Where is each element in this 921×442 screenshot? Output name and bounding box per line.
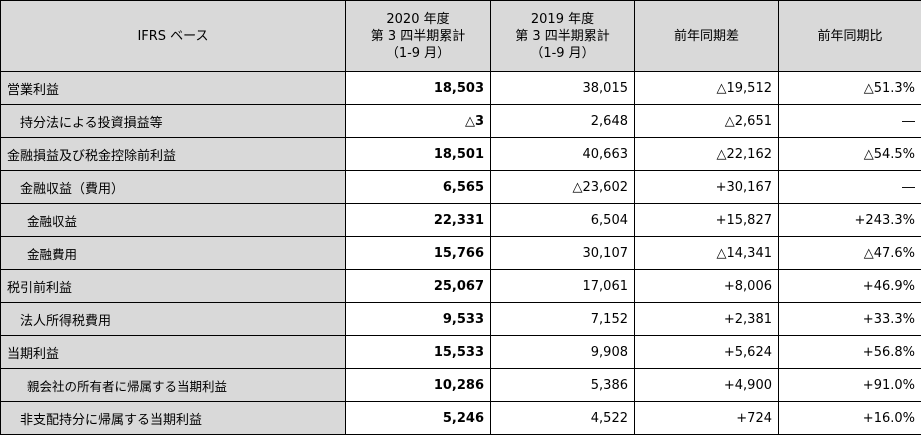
value-2020: 15,766 [345,236,491,270]
header-2019-months: （1-9 月） [530,45,595,61]
table-row: 非支配持分に帰属する当期利益 5,246 4,522 +724 +16.0% [0,401,921,435]
value-ratio: +33.3% [778,302,921,336]
value-diff: +5,624 [634,335,779,369]
value-ratio: +16.0% [778,401,921,435]
value-diff: △22,162 [634,137,779,171]
row-label: 営業利益 [0,71,346,105]
value-2020: △3 [345,104,491,138]
row-label: 金融費用 [0,236,346,270]
value-ratio: △47.6% [778,236,921,270]
row-label: 持分法による投資損益等 [0,104,346,138]
table-row: 金融損益及び税金控除前利益 18,501 40,663 △22,162 △54.… [0,137,921,171]
header-yoy-ratio: 前年同期比 [778,0,921,72]
header-row: IFRS ベース 2020 年度 第 3 四半期累計 （1-9 月） 2019 … [0,0,921,72]
table-row: 税引前利益 25,067 17,061 +8,006 +46.9% [0,269,921,303]
value-2020: 5,246 [345,401,491,435]
value-diff: +4,900 [634,368,779,402]
table-row: 当期利益 15,533 9,908 +5,624 +56.8% [0,335,921,369]
value-diff: △2,651 [634,104,779,138]
value-2019: 7,152 [490,302,635,336]
header-2020-q3-cumulative: 2020 年度 第 3 四半期累計 （1-9 月） [345,0,491,72]
value-diff: +8,006 [634,269,779,303]
value-diff: +724 [634,401,779,435]
value-ratio: +46.9% [778,269,921,303]
value-ratio: +56.8% [778,335,921,369]
value-2019: 9,908 [490,335,635,369]
value-2020: 10,286 [345,368,491,402]
table-row: 親会社の所有者に帰属する当期利益 10,286 5,386 +4,900 +91… [0,368,921,402]
row-label: 金融収益（費用） [0,170,346,204]
value-2020: 22,331 [345,203,491,237]
value-ratio: ― [778,170,921,204]
row-label: 金融損益及び税金控除前利益 [0,137,346,171]
value-2020: 18,503 [345,71,491,105]
header-2019-year: 2019 年度 [530,11,595,27]
value-2020: 18,501 [345,137,491,171]
value-ratio: +243.3% [778,203,921,237]
header-2019-period: 第 3 四半期累計 [515,28,610,44]
value-ratio: △54.5% [778,137,921,171]
row-label: 金融収益 [0,203,346,237]
value-diff: △14,341 [634,236,779,270]
value-2019: 5,386 [490,368,635,402]
table-row: 営業利益 18,503 38,015 △19,512 △51.3% [0,71,921,105]
row-label: 当期利益 [0,335,346,369]
row-label: 税引前利益 [0,269,346,303]
value-2019: 38,015 [490,71,635,105]
value-2019: 4,522 [490,401,635,435]
value-diff: +30,167 [634,170,779,204]
header-2019-q3-cumulative: 2019 年度 第 3 四半期累計 （1-9 月） [490,0,635,72]
row-label: 親会社の所有者に帰属する当期利益 [0,368,346,402]
value-2019: △23,602 [490,170,635,204]
value-2019: 2,648 [490,104,635,138]
value-2019: 17,061 [490,269,635,303]
header-2020-months: （1-9 月） [385,45,451,61]
value-ratio: ― [778,104,921,138]
value-ratio: △51.3% [778,71,921,105]
table-row: 金融収益 22,331 6,504 +15,827 +243.3% [0,203,921,237]
value-diff: △19,512 [634,71,779,105]
table-row: 持分法による投資損益等 △3 2,648 △2,651 ― [0,104,921,138]
value-2020: 9,533 [345,302,491,336]
table-row: 法人所得税費用 9,533 7,152 +2,381 +33.3% [0,302,921,336]
row-label: 法人所得税費用 [0,302,346,336]
value-diff: +15,827 [634,203,779,237]
value-ratio: +91.0% [778,368,921,402]
value-2020: 15,533 [345,335,491,369]
header-basis: IFRS ベース [0,0,346,72]
table-row: 金融費用 15,766 30,107 △14,341 △47.6% [0,236,921,270]
value-2019: 6,504 [490,203,635,237]
header-2020-period: 第 3 四半期累計 [370,28,466,44]
header-yoy-difference: 前年同期差 [634,0,779,72]
header-2020-year: 2020 年度 [386,11,450,27]
value-2020: 25,067 [345,269,491,303]
row-label: 非支配持分に帰属する当期利益 [0,401,346,435]
value-diff: +2,381 [634,302,779,336]
value-2019: 30,107 [490,236,635,270]
table-row: 金融収益（費用） 6,565 △23,602 +30,167 ― [0,170,921,204]
value-2019: 40,663 [490,137,635,171]
value-2020: 6,565 [345,170,491,204]
